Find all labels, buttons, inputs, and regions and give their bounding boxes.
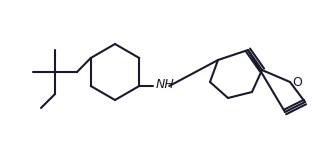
Text: O: O: [292, 76, 302, 90]
Text: NH: NH: [155, 78, 174, 92]
